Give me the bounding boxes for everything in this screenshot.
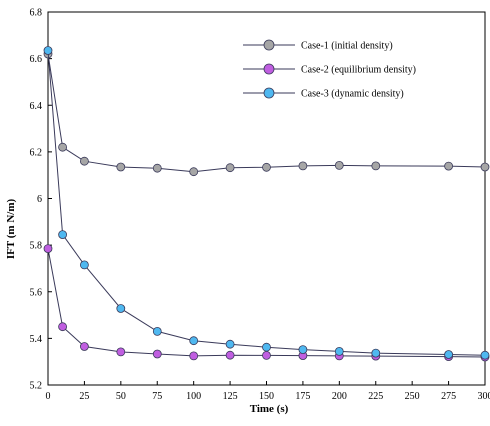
x-tick-label: 300 — [478, 391, 490, 402]
x-tick-label: 125 — [223, 391, 238, 402]
data-point — [481, 163, 489, 171]
data-point — [445, 351, 453, 359]
data-point — [80, 157, 88, 165]
x-tick-label: 275 — [441, 391, 456, 402]
x-tick-label: 150 — [259, 391, 274, 402]
x-tick-label: 25 — [79, 391, 89, 402]
data-point — [117, 305, 125, 313]
data-point — [226, 351, 234, 359]
data-point — [335, 347, 343, 355]
legend: Case-1 (initial density) Case-2 (equilibr… — [243, 40, 416, 100]
legend-marker — [264, 40, 274, 50]
y-tick-label: 5.8 — [30, 241, 43, 252]
data-point — [226, 164, 234, 172]
data-point — [299, 162, 307, 170]
y-tick-label: 6 — [37, 194, 42, 205]
data-point — [335, 161, 343, 169]
y-tick-label: 6.8 — [30, 8, 43, 19]
legend-label: Case-3 (dynamic density) — [301, 89, 404, 100]
data-point — [372, 162, 380, 170]
legend-marker — [264, 88, 274, 98]
x-tick-label: 200 — [332, 391, 347, 402]
data-point — [263, 163, 271, 171]
data-point — [226, 340, 234, 348]
y-tick-label: 6.6 — [30, 54, 43, 65]
axes: 0 25 50 75 100 125 150 175 200 225 250 275 300 5.2 5.4… — [30, 8, 490, 403]
legend-marker — [264, 64, 274, 74]
series-line — [48, 249, 485, 357]
data-point — [59, 143, 67, 151]
x-tick-label: 250 — [405, 391, 420, 402]
data-point — [117, 348, 125, 356]
data-point — [299, 346, 307, 354]
data-point — [445, 162, 453, 170]
x-tick-label: 100 — [186, 391, 201, 402]
x-tick-label: 225 — [368, 391, 383, 402]
data-point — [80, 261, 88, 269]
data-point — [263, 351, 271, 359]
data-point — [372, 349, 380, 357]
y-tick-label: 5.6 — [30, 287, 43, 298]
y-axis-title: IFT (m N/m) — [5, 199, 17, 260]
legend-label: Case-2 (equilibrium density) — [301, 65, 416, 76]
y-tick-label: 5.2 — [30, 381, 43, 392]
data-point — [153, 350, 161, 358]
data-point — [117, 163, 125, 171]
y-tick-label: 6.2 — [30, 147, 43, 158]
x-tick-label: 75 — [152, 391, 162, 402]
data-point — [44, 47, 52, 55]
x-tick-label: 50 — [116, 391, 126, 402]
x-tick-label: 0 — [46, 391, 51, 402]
legend-label: Case-1 (initial density) — [301, 41, 393, 52]
data-point — [263, 343, 271, 351]
data-point — [481, 351, 489, 359]
y-tick-label: 5.4 — [30, 334, 43, 345]
x-axis-title: Time (s) — [250, 403, 289, 415]
data-point — [153, 327, 161, 335]
data-point — [190, 352, 198, 360]
x-tick-label: 175 — [295, 391, 310, 402]
data-point — [153, 164, 161, 172]
data-point — [44, 245, 52, 253]
data-point — [190, 168, 198, 176]
y-tick-label: 6.4 — [30, 101, 43, 112]
data-point — [80, 343, 88, 351]
data-point — [59, 231, 67, 239]
data-point — [59, 323, 67, 331]
data-point — [190, 337, 198, 345]
